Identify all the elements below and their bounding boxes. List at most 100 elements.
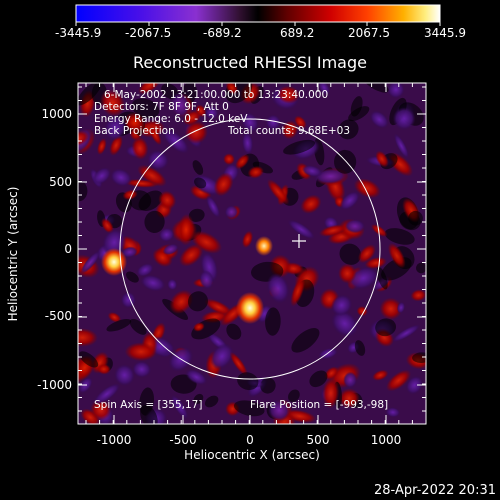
image-texture — [235, 154, 250, 170]
image-texture — [392, 107, 416, 131]
image-texture — [375, 150, 389, 168]
image-texture — [265, 307, 281, 336]
image-texture — [162, 128, 190, 154]
y-tick-label: -1000 — [37, 378, 72, 392]
image-texture — [122, 189, 138, 201]
image-texture — [210, 343, 234, 370]
image-texture — [343, 371, 358, 389]
x-tick-label: 0 — [246, 433, 254, 447]
colorbar-ticks — [75, 22, 441, 26]
image-texture — [267, 179, 290, 205]
image-texture — [260, 377, 276, 394]
image-texture — [348, 106, 370, 122]
image-texture — [288, 389, 300, 403]
image-texture — [370, 224, 388, 237]
image-texture — [384, 228, 415, 245]
bright-source — [255, 236, 273, 256]
image-texture — [353, 178, 381, 199]
colorbar-tick-label: 3445.9 — [424, 26, 466, 40]
solar-image — [78, 83, 426, 424]
image-texture — [372, 369, 389, 381]
image-texture — [104, 114, 127, 141]
image-texture — [364, 257, 387, 269]
image-texture — [405, 375, 424, 395]
image-texture — [140, 274, 166, 292]
image-texture — [276, 85, 300, 104]
image-texture — [386, 369, 412, 392]
image-texture — [300, 194, 322, 214]
image-texture — [129, 318, 147, 335]
image-texture — [185, 369, 208, 385]
image-texture — [97, 363, 111, 375]
image-texture — [379, 297, 403, 320]
image-texture — [96, 138, 107, 155]
image-texture — [78, 328, 98, 347]
image-texture — [339, 190, 360, 211]
image-texture — [416, 262, 426, 274]
image-texture — [385, 407, 401, 418]
image-texture — [93, 383, 121, 405]
image-texture — [247, 165, 264, 179]
x-tick-label: 1000 — [371, 433, 402, 447]
image-texture — [167, 278, 178, 291]
image-texture — [124, 112, 146, 134]
image-texture — [194, 177, 207, 189]
image-texture — [281, 120, 299, 140]
image-texture — [268, 399, 291, 422]
colorbar-tick-label: -689.2 — [203, 26, 242, 40]
image-texture — [169, 289, 194, 314]
image-texture — [158, 190, 177, 210]
image-texture — [344, 219, 366, 234]
info-line: Energy Range: 6.0 - 12.0 keV — [94, 113, 248, 125]
image-texture — [79, 351, 99, 368]
x-tick-label: -500 — [169, 433, 196, 447]
bright-source — [101, 248, 127, 276]
image-texture — [309, 370, 328, 388]
image-texture — [338, 263, 357, 284]
image-texture — [193, 393, 204, 405]
image-texture — [237, 372, 259, 391]
image-texture — [287, 219, 316, 240]
image-texture — [206, 195, 221, 218]
image-texture — [369, 110, 389, 129]
image-texture — [177, 213, 195, 246]
image-texture — [294, 115, 307, 129]
image-texture — [291, 328, 320, 353]
image-texture — [99, 89, 125, 117]
image-texture — [391, 324, 421, 343]
spin-axis-marker — [292, 234, 306, 248]
plot-title: Reconstructed RHESSI Image — [133, 53, 367, 72]
x-axis-label: Heliocentric X (arcsec) — [184, 448, 320, 462]
image-texture — [241, 131, 254, 155]
image-texture — [78, 180, 88, 202]
image-texture — [338, 388, 360, 409]
image-texture — [204, 395, 219, 408]
image-texture — [137, 164, 167, 187]
colorbar-tick-label: -3445.9 — [55, 26, 101, 40]
image-texture — [205, 105, 219, 120]
image-texture — [199, 270, 214, 290]
y-tick-label: 1000 — [41, 107, 72, 121]
image-texture — [387, 242, 406, 269]
image-texture — [144, 210, 165, 234]
image-texture — [393, 133, 409, 159]
image-texture — [162, 243, 179, 256]
image-texture — [106, 319, 132, 332]
image-texture — [233, 400, 265, 417]
info-line: Detectors: 7F 8F 9F, Att 0 — [94, 101, 229, 113]
image-texture — [283, 139, 316, 155]
y-tick-label: 0 — [64, 242, 72, 256]
image-texture — [322, 377, 340, 409]
image-texture — [187, 291, 208, 312]
image-texture — [100, 217, 114, 234]
image-texture — [229, 351, 248, 376]
image-texture — [408, 210, 423, 226]
spin-axis-label: Spin Axis = [355,17] — [94, 399, 202, 411]
image-texture — [192, 160, 204, 175]
info-line: Total counts: 9.68E+03 — [227, 125, 350, 137]
y-axis-label: Heliocentric Y (arcsec) — [6, 187, 20, 322]
image-texture — [80, 250, 101, 274]
image-texture — [225, 83, 239, 95]
image-texture — [179, 243, 204, 267]
